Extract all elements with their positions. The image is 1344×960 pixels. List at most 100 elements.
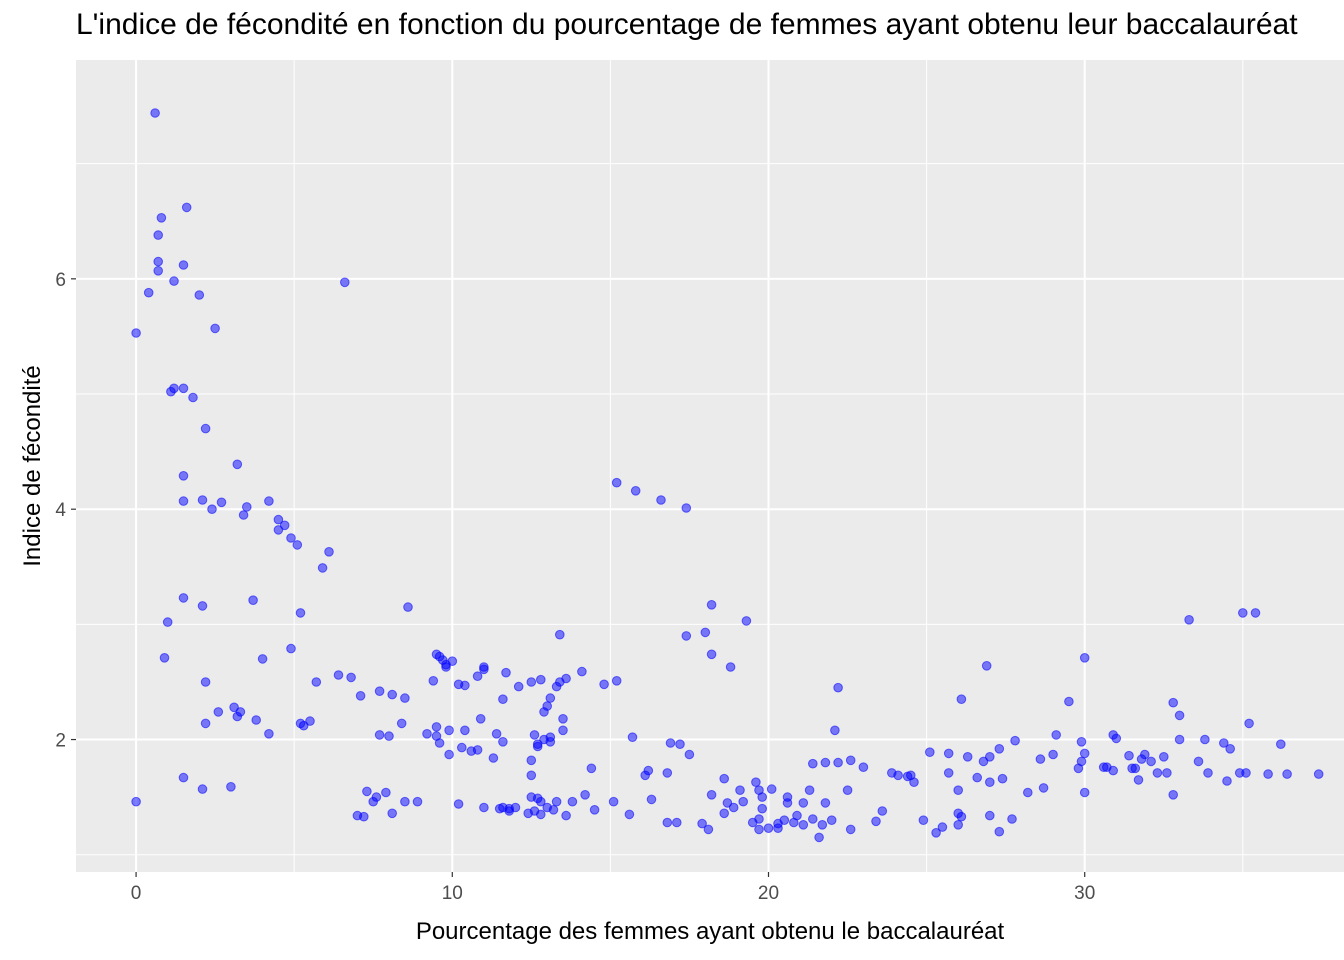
data-point [943, 768, 954, 778]
data-point [324, 547, 334, 557]
data-point [1146, 756, 1156, 767]
data-point [589, 805, 600, 815]
data-point [909, 777, 919, 788]
data-point [981, 661, 992, 671]
data-point [532, 741, 543, 752]
data-point [722, 798, 733, 808]
data-point [1168, 697, 1178, 708]
data-point [273, 514, 284, 525]
x-tick-label: 0 [131, 883, 142, 904]
data-point [422, 729, 432, 739]
data-point [1174, 710, 1185, 721]
data-point [1140, 749, 1150, 760]
data-point [662, 768, 673, 778]
data-point [286, 533, 296, 543]
data-point [178, 260, 189, 270]
x-tick-label: 30 [1074, 883, 1095, 904]
data-point [1250, 608, 1261, 618]
data-point [1263, 769, 1273, 779]
data-point [226, 782, 236, 792]
data-point [384, 731, 394, 741]
data-point [782, 792, 793, 802]
data-point [820, 798, 831, 808]
data-point [298, 720, 309, 731]
data-point [627, 732, 638, 743]
data-point [643, 765, 654, 776]
y-tick-label: 2 [55, 731, 66, 752]
data-point [779, 815, 790, 826]
data-point [264, 729, 274, 739]
data-point [1219, 738, 1229, 748]
data-point [340, 277, 350, 288]
data-point [381, 787, 391, 798]
data-point [1111, 733, 1122, 744]
data-point [808, 814, 818, 824]
data-point [703, 824, 714, 835]
data-point [751, 777, 761, 788]
data-point [197, 601, 208, 611]
data-point [757, 803, 768, 814]
data-point [292, 540, 303, 550]
data-point [792, 810, 802, 821]
data-point [893, 770, 903, 781]
data-point [953, 820, 964, 830]
data-point [1276, 739, 1286, 750]
data-point [536, 796, 546, 807]
x-axis-title: Pourcentage des femmes ayant obtenu le b… [416, 918, 1005, 945]
data-point [735, 785, 745, 796]
data-point [526, 677, 537, 687]
data-point [178, 471, 189, 481]
data-point [798, 820, 809, 830]
data-point [1079, 653, 1090, 663]
data-point [510, 802, 521, 813]
data-point [662, 817, 673, 828]
data-point [400, 693, 410, 703]
y-tick-label: 4 [55, 500, 66, 521]
data-point [501, 667, 511, 678]
data-point [545, 737, 556, 747]
data-point [706, 649, 717, 660]
data-point [216, 497, 227, 508]
data-point [925, 747, 935, 758]
data-point [1010, 735, 1020, 746]
data-point [665, 738, 676, 748]
data-point [1064, 696, 1074, 707]
data-point [355, 691, 366, 701]
data-point [773, 823, 783, 834]
data-point [567, 796, 578, 807]
data-point [997, 773, 1008, 784]
data-point [1076, 756, 1087, 767]
data-point [877, 806, 888, 816]
data-point [972, 772, 983, 783]
data-point [156, 213, 167, 223]
data-point [333, 670, 344, 680]
data-point [444, 725, 454, 736]
data-point [210, 323, 220, 334]
data-point [153, 266, 163, 276]
data-point [542, 701, 553, 711]
data-point [956, 811, 967, 822]
data-point [833, 682, 843, 693]
y-tick-label: 6 [55, 270, 66, 291]
data-point [1184, 615, 1194, 625]
data-point [131, 796, 141, 807]
data-point [346, 672, 356, 683]
data-point [985, 752, 995, 762]
data-point [611, 676, 622, 686]
data-point [757, 792, 768, 802]
data-point [814, 832, 824, 843]
data-point [400, 796, 410, 807]
y-axis: 2 4 6 [55, 270, 76, 752]
data-point [561, 810, 571, 821]
data-point [159, 653, 170, 663]
data-point [1130, 763, 1141, 774]
data-point [150, 108, 160, 118]
data-point [719, 773, 730, 784]
data-point [798, 798, 809, 808]
data-point [754, 824, 764, 835]
data-point [460, 680, 470, 691]
data-point [286, 643, 296, 654]
data-point [586, 763, 597, 774]
data-point [1313, 769, 1324, 779]
data-point [1079, 748, 1090, 759]
